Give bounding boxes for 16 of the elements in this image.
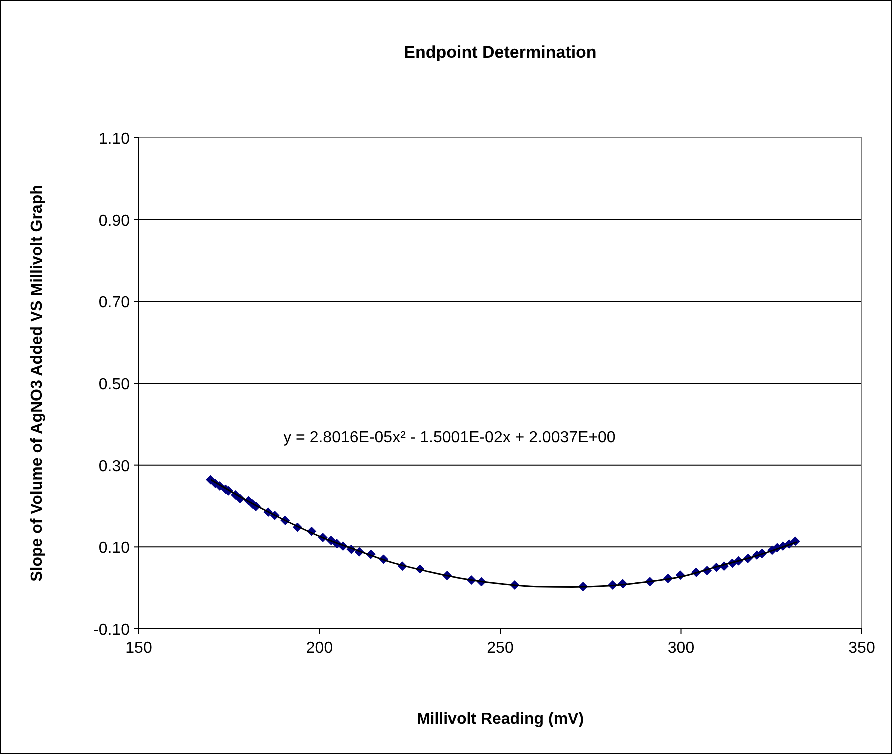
y-tick-label: 0.10 [98,540,130,558]
annotation: y = 2.8016E-05x² - 1.5001E-02x + 2.0037E+00 [284,429,616,446]
chart-title: Endpoint Determination [404,43,597,62]
x-tick-label: 300 [668,640,695,657]
y-axis-title: Slope of Volume of AgNO3 Added VS Millivolt Graph [29,185,46,582]
y-tick-label: 0.30 [98,458,130,476]
y-tick-label: 0.70 [98,294,130,312]
x-tick-label: 350 [848,640,876,657]
y-tick-label: -0.10 [94,622,130,639]
y-tick-label: 1.10 [98,131,130,148]
x-tick-label: 150 [126,640,152,657]
y-tick-label: 0.50 [98,376,130,394]
x-axis-title: Millivolt Reading (mV) [416,711,584,728]
y-tick-label: 0.90 [98,212,130,230]
x-tick-label: 200 [306,640,334,657]
x-tick-label: 250 [487,640,514,657]
